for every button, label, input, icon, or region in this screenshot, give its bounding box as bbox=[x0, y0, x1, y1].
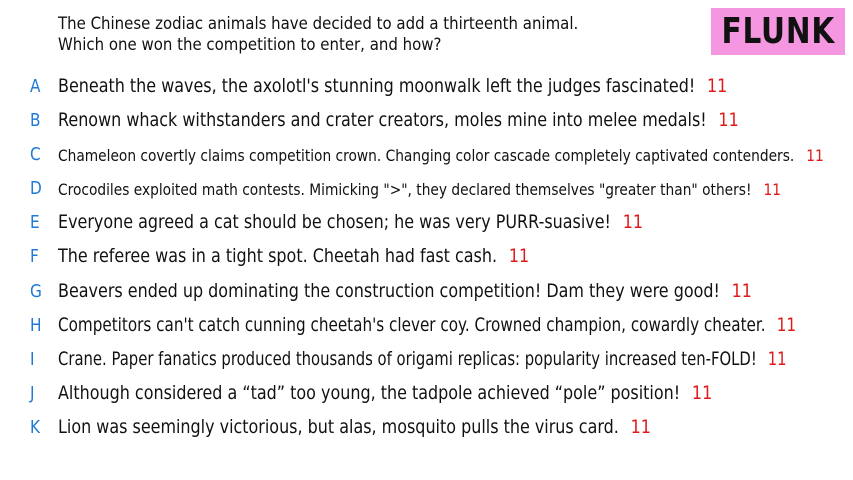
answer-row-g[interactable]: G Beavers ended up dominating the constr… bbox=[0, 277, 853, 307]
answer-score: 11 bbox=[707, 75, 728, 97]
answer-content: Although considered a “tad” too young, t… bbox=[58, 382, 712, 404]
answer-score: 11 bbox=[763, 180, 782, 199]
question-text: The Chinese zodiac animals have decided … bbox=[58, 14, 621, 56]
answer-row-j[interactable]: J Although considered a “tad” too young,… bbox=[0, 379, 853, 409]
answer-letter: H bbox=[30, 315, 42, 336]
answer-score: 11 bbox=[731, 280, 752, 302]
answer-text: Although considered a “tad” too young, t… bbox=[58, 382, 681, 404]
answer-score: 11 bbox=[776, 314, 797, 336]
answer-letter: D bbox=[30, 178, 42, 199]
answer-content: Crocodiles exploited math contests. Mimi… bbox=[58, 180, 781, 199]
answer-score: 11 bbox=[622, 211, 644, 233]
answer-text: Beavers ended up dominating the construc… bbox=[58, 280, 720, 302]
answer-score: 11 bbox=[508, 245, 530, 267]
answer-content: Lion was seemingly victorious, but alas,… bbox=[58, 416, 651, 438]
answer-score: 11 bbox=[691, 382, 713, 404]
answer-text: Crane. Paper fanatics produced thousands… bbox=[58, 348, 757, 370]
question-line-2: Which one won the competition to enter, … bbox=[58, 35, 442, 55]
answer-row-b[interactable]: B Renown whack withstanders and crater c… bbox=[0, 106, 853, 136]
answer-letter: G bbox=[30, 281, 42, 302]
answer-letter: J bbox=[30, 383, 35, 404]
answer-text: Everyone agreed a cat should be chosen; … bbox=[58, 211, 611, 233]
answer-letter: A bbox=[30, 76, 41, 97]
answer-row-i[interactable]: I Crane. Paper fanatics produced thousan… bbox=[0, 345, 853, 375]
answer-content: Crane. Paper fanatics produced thousands… bbox=[58, 348, 787, 370]
answer-content: Everyone agreed a cat should be chosen; … bbox=[58, 211, 643, 233]
answer-row-e[interactable]: E Everyone agreed a cat should be chosen… bbox=[0, 208, 853, 238]
answer-text: Renown whack withstanders and crater cre… bbox=[58, 109, 707, 131]
answer-text: Beneath the waves, the axolotl's stunnin… bbox=[58, 75, 696, 97]
answer-text: Competitors can't catch cunning cheetah'… bbox=[58, 314, 766, 336]
answer-content: Beneath the waves, the axolotl's stunnin… bbox=[58, 75, 727, 97]
answer-content: Renown whack withstanders and crater cre… bbox=[58, 109, 739, 131]
answer-letter: I bbox=[30, 349, 35, 370]
answer-row-c[interactable]: C Chameleon covertly claims competition … bbox=[0, 140, 853, 170]
answer-letter: E bbox=[30, 212, 40, 233]
answer-content: Beavers ended up dominating the construc… bbox=[58, 280, 752, 302]
answer-letter: B bbox=[30, 110, 41, 131]
answer-content: The referee was in a tight spot. Cheetah… bbox=[58, 245, 529, 267]
answer-letter: K bbox=[30, 417, 41, 438]
answer-text: Lion was seemingly victorious, but alas,… bbox=[58, 416, 619, 438]
answer-content: Chameleon covertly claims competition cr… bbox=[58, 146, 824, 165]
answer-letter: F bbox=[30, 246, 39, 267]
answer-row-a[interactable]: A Beneath the waves, the axolotl's stunn… bbox=[0, 72, 853, 102]
answer-letter: C bbox=[30, 144, 41, 165]
flunk-logo: FLUNK bbox=[711, 8, 845, 55]
answer-row-f[interactable]: F The referee was in a tight spot. Cheet… bbox=[0, 242, 853, 272]
answer-score: 11 bbox=[718, 109, 739, 131]
answer-content: Competitors can't catch cunning cheetah'… bbox=[58, 314, 796, 336]
answer-text: Crocodiles exploited math contests. Mimi… bbox=[58, 180, 752, 199]
logo-text: FLUNK bbox=[721, 11, 835, 52]
answer-text: The referee was in a tight spot. Cheetah… bbox=[58, 245, 498, 267]
answer-score: 11 bbox=[767, 348, 787, 370]
question-line-1: The Chinese zodiac animals have decided … bbox=[58, 14, 579, 34]
answer-row-h[interactable]: H Competitors can't catch cunning cheeta… bbox=[0, 311, 853, 341]
answer-score: 11 bbox=[806, 146, 824, 165]
answer-row-d[interactable]: D Crocodiles exploited math contests. Mi… bbox=[0, 174, 853, 204]
answer-score: 11 bbox=[630, 416, 651, 438]
answer-row-k[interactable]: K Lion was seemingly victorious, but ala… bbox=[0, 413, 853, 443]
answer-text: Chameleon covertly claims competition cr… bbox=[58, 146, 795, 165]
